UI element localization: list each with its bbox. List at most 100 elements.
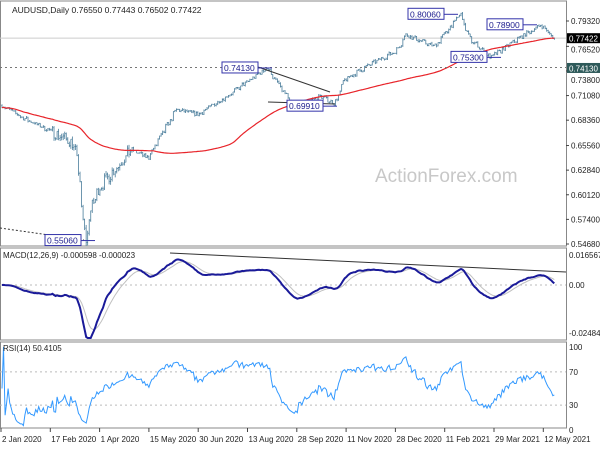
price-bar xyxy=(183,108,185,113)
price-bar xyxy=(477,41,479,48)
price-bar xyxy=(174,109,176,113)
macd-signal-line xyxy=(2,261,555,331)
price-bar xyxy=(154,144,156,150)
price-bar xyxy=(330,99,332,104)
price-bar xyxy=(122,162,124,166)
price-bar xyxy=(151,149,153,155)
macd-panel xyxy=(0,247,567,341)
price-bar xyxy=(275,77,277,81)
price-bar xyxy=(201,111,204,115)
price-bar xyxy=(50,128,52,131)
price-bar xyxy=(161,130,164,135)
price-bar xyxy=(62,133,64,141)
price-bar xyxy=(123,159,126,166)
price-bar xyxy=(175,108,178,112)
price-bar xyxy=(377,58,380,61)
price-bar xyxy=(448,28,450,34)
price-bar xyxy=(389,52,392,56)
rsi-tick-label: 70 xyxy=(569,368,578,377)
price-bar xyxy=(328,101,331,104)
price-bar xyxy=(402,38,404,47)
svg-text:0.78900: 0.78900 xyxy=(489,20,520,30)
price-bar xyxy=(88,219,90,236)
price-bar xyxy=(230,93,233,96)
price-bar xyxy=(16,112,18,116)
price-bar xyxy=(220,101,222,104)
price-bar xyxy=(440,35,442,45)
price-bar xyxy=(38,122,40,126)
price-bar xyxy=(232,91,234,96)
price-bar xyxy=(460,12,462,17)
price-bar xyxy=(342,80,344,85)
price-bar xyxy=(535,26,537,30)
current-price-box xyxy=(567,33,600,44)
price-bar xyxy=(370,64,372,67)
price-bar xyxy=(224,96,227,102)
price-bar xyxy=(239,85,242,91)
price-bar xyxy=(360,69,363,73)
price-bar xyxy=(536,24,539,29)
price-bar xyxy=(47,127,49,132)
price-bar xyxy=(366,63,369,67)
price-bar xyxy=(363,65,366,72)
price-bar xyxy=(386,53,389,61)
price-bar xyxy=(233,88,236,93)
price-bar xyxy=(145,153,147,159)
price-bar xyxy=(428,43,430,47)
price-bar xyxy=(464,22,467,32)
price-bar xyxy=(42,125,45,129)
price-bar xyxy=(513,39,516,43)
price-tick-label: 0.54680 xyxy=(571,240,600,249)
price-bar xyxy=(128,144,130,158)
rsi-tick-label: 30 xyxy=(569,401,578,410)
price-bar xyxy=(516,36,519,44)
price-bar xyxy=(57,128,60,141)
price-bar xyxy=(282,90,285,92)
price-bar xyxy=(56,130,58,140)
price-bar xyxy=(281,85,283,93)
price-tick-label: 0.65560 xyxy=(571,142,600,151)
price-bar xyxy=(272,74,274,80)
price-bar xyxy=(403,35,406,41)
price-bar xyxy=(31,122,34,124)
price-bar xyxy=(200,112,202,115)
price-bar xyxy=(269,68,271,71)
price-bar xyxy=(73,144,75,151)
price-bar xyxy=(184,109,187,114)
price-bar xyxy=(279,82,282,88)
macd-header: MACD(12,26,9) -0.000598 -0.000023 xyxy=(3,251,136,260)
date-tick-label: 1 Apr 2020 xyxy=(101,435,140,444)
price-bar xyxy=(157,138,159,147)
price-label: 0.55060 xyxy=(44,234,95,247)
price-bar xyxy=(417,39,419,43)
price-bar xyxy=(259,72,262,75)
price-tick-label: 0.62840 xyxy=(571,166,600,175)
price-bar xyxy=(550,33,552,37)
svg-text:0.75300: 0.75300 xyxy=(453,52,484,62)
price-bar xyxy=(238,86,240,90)
price-bar xyxy=(509,42,511,48)
price-bar xyxy=(438,42,441,44)
price-bar xyxy=(21,116,23,119)
price-bar xyxy=(409,35,412,40)
price-bar xyxy=(44,125,46,132)
price-bar xyxy=(527,30,530,34)
price-bar xyxy=(163,130,165,133)
price-bar xyxy=(518,36,520,39)
price-bar xyxy=(213,103,216,107)
price-bar xyxy=(382,56,384,60)
price-bar xyxy=(368,63,370,66)
price-bar xyxy=(434,43,436,46)
price-bar xyxy=(411,35,413,40)
price-bar xyxy=(172,111,175,122)
price-bar xyxy=(97,187,100,195)
price-tick-label: 0.76520 xyxy=(571,45,600,54)
price-bar xyxy=(85,224,87,246)
price-bar xyxy=(36,122,38,126)
price-bar xyxy=(432,44,435,47)
price-bar xyxy=(388,51,390,56)
price-bar xyxy=(463,18,465,26)
price-bar xyxy=(371,60,373,66)
price-bar xyxy=(256,73,259,75)
